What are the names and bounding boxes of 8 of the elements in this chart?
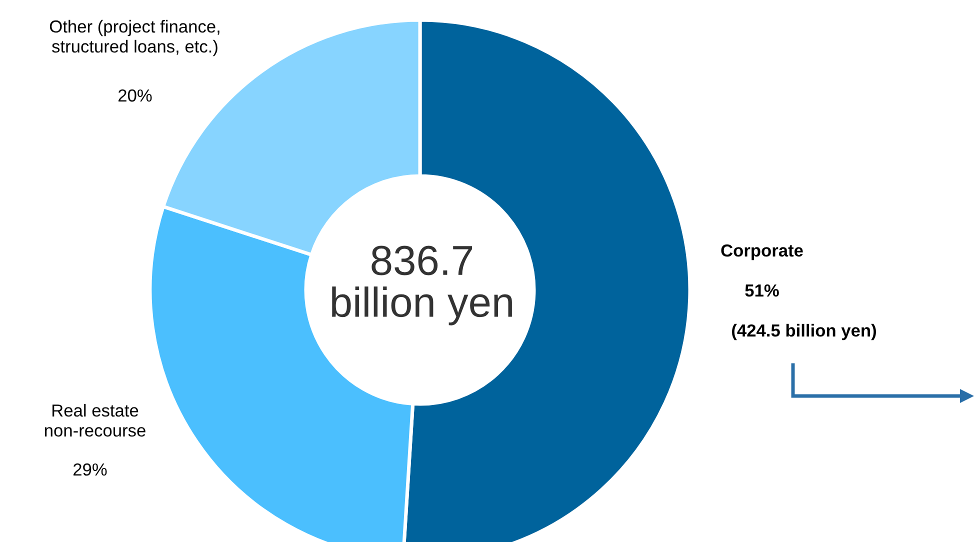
data-label: 51%	[745, 284, 779, 297]
text: 836.7 billion yen	[332, 246, 512, 326]
slice-label: Real estate non-recourse	[45, 404, 146, 437]
slice-label: Corporate	[721, 244, 803, 260]
text: (424.5 billion yen)	[732, 324, 876, 340]
data-label: 20%	[118, 89, 152, 102]
slice-label: Other (project finance, structured loans, etc.)	[50, 20, 220, 56]
data-label: 29%	[74, 463, 107, 476]
